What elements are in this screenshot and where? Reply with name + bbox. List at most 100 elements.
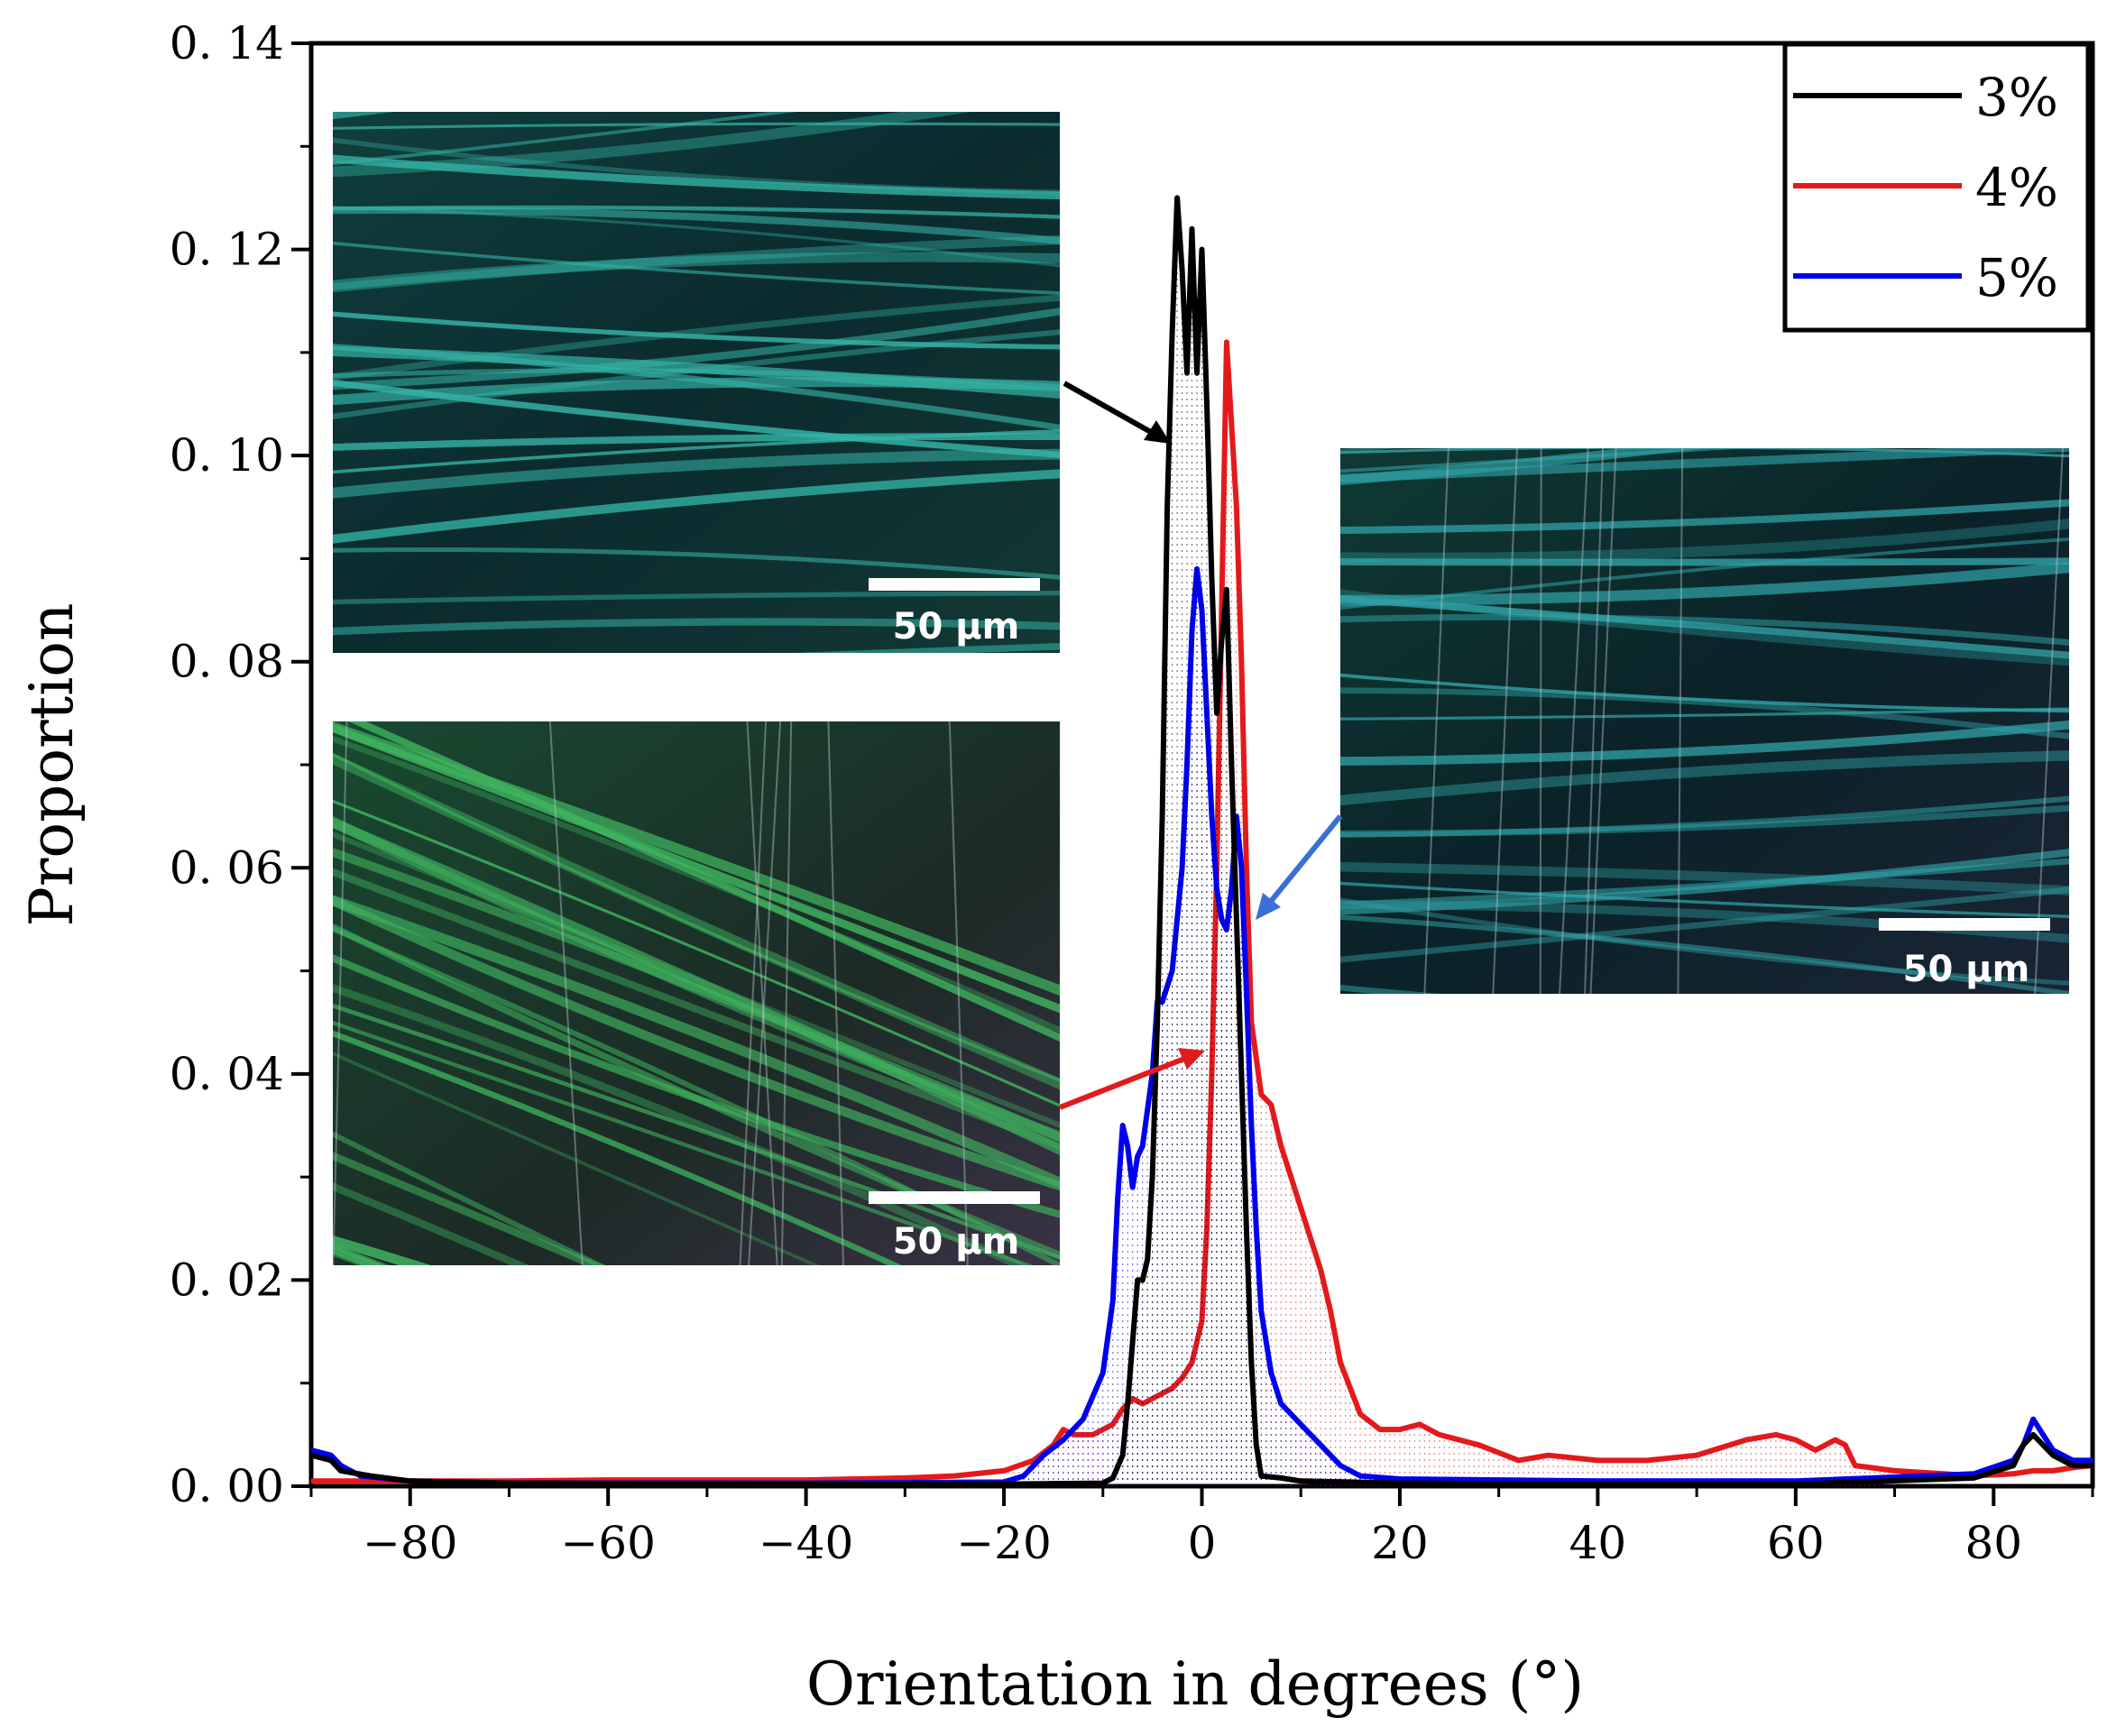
inset-micrograph-3: 50 µm <box>1331 356 2078 994</box>
x-tick-label: −80 <box>363 1517 458 1569</box>
fiber-strand <box>348 721 1060 1043</box>
fiber-strand <box>1340 881 2069 918</box>
fiber-cross <box>1677 448 1684 994</box>
fiber-strand <box>333 122 1060 130</box>
fiber-strand <box>794 643 1060 653</box>
fiber-strand <box>324 693 1069 707</box>
tick-labels: −80 −60 −40 −20 0 20 40 60 80 0. 00 0. 02 0. 04 0. 0… <box>170 17 2022 1569</box>
x-tick-label: 40 <box>1569 1517 1627 1569</box>
fiber-cross <box>1589 448 1617 994</box>
inset-micrograph-1: 50 µm <box>324 37 1069 707</box>
fiber-strand <box>1331 356 2078 403</box>
fiber-strand <box>1340 448 2069 483</box>
fiber-strand <box>1331 385 2078 397</box>
fiber-strand <box>1340 750 2069 806</box>
arrow-4pct-head <box>1178 1048 1205 1070</box>
inset-fibers <box>1331 356 2078 994</box>
fiber-strand <box>1340 595 2069 659</box>
fiber-strand <box>1340 848 2069 915</box>
series-line-5% <box>311 565 2093 1486</box>
fiber-strand <box>333 241 1060 295</box>
x-tick-label: −60 <box>560 1517 656 1569</box>
fiber-strand <box>1340 518 2069 564</box>
inset-fibers <box>324 721 1069 1626</box>
fiber-strand <box>333 1003 1060 1261</box>
axis-ticks <box>291 41 2094 1506</box>
y-tick-label: 0. 04 <box>170 1048 284 1100</box>
fiber-cross <box>748 721 782 1265</box>
fiber-strand <box>333 868 1060 1151</box>
fiber-strand <box>1340 861 2069 896</box>
y-axis-title: Proportion <box>17 602 87 926</box>
arrow-3pct <box>1063 381 1165 442</box>
fiber-strand <box>333 591 1060 605</box>
fiber-strand <box>333 235 1060 293</box>
arrow-3pct-head <box>1144 420 1171 444</box>
fiber-strand <box>324 71 1069 84</box>
fiber-strand <box>333 1247 382 1265</box>
x-tick-label: 60 <box>1767 1517 1825 1569</box>
x-tick-label: 20 <box>1371 1517 1429 1569</box>
fiber-cross <box>1492 448 1518 994</box>
fiber-strand <box>333 925 1060 1265</box>
scale-bar <box>1879 918 2050 931</box>
fiber-strand <box>333 752 1060 1082</box>
fiber-strand <box>333 984 1027 1265</box>
fiber-strand <box>1340 448 1738 473</box>
fiber-strand <box>333 207 1060 245</box>
fiber-cross <box>1559 448 1589 994</box>
arrow-4pct <box>1058 1054 1191 1110</box>
fiber-strand <box>333 896 1060 1191</box>
fiber-strand <box>333 112 797 166</box>
fiber-strand <box>333 735 1060 1033</box>
fiber-strand <box>333 815 1060 1143</box>
fiber-strand <box>333 308 1060 390</box>
fiber-cross <box>739 721 768 1265</box>
fiber-strand <box>1340 914 2069 994</box>
fiber-strand <box>333 206 1060 268</box>
fiber-strand <box>333 154 1060 200</box>
scale-bar-label: 50 µm <box>893 606 1020 648</box>
fiber-strand <box>1340 562 2069 606</box>
fiber-strand <box>333 112 394 120</box>
inset-micrograph-2: 50 µm <box>324 721 1069 1626</box>
fiber-strand <box>324 37 1069 62</box>
fiber-strand <box>333 1152 603 1265</box>
fiber-strand <box>1340 795 2069 838</box>
fiber-cross <box>1584 448 1605 994</box>
fiber-strand <box>333 547 1060 580</box>
fiber-strand <box>1340 499 2069 535</box>
series-layer <box>311 195 2093 1486</box>
fiber-strand <box>333 1020 1034 1265</box>
fiber-strand <box>333 379 1060 458</box>
inset-fibers <box>324 37 1069 707</box>
fiber-strand <box>1340 687 2069 739</box>
fiber-strand <box>333 252 1060 290</box>
y-tick-label: 0. 08 <box>170 636 284 688</box>
series-fill-0 <box>1117 197 1282 1486</box>
scale-bar-label: 50 µm <box>893 1221 1020 1263</box>
fiber-strand <box>1331 413 2078 426</box>
fiber-strand <box>333 448 1060 499</box>
series-line-3% <box>311 195 2093 1486</box>
fiber-strand <box>333 294 1060 381</box>
y-tick-label: 0. 06 <box>170 841 284 894</box>
legend-label-3pct: 3% <box>1975 67 2058 128</box>
scale-bar-label: 50 µm <box>1903 949 2030 990</box>
fiber-strand <box>333 1131 606 1265</box>
legend-label-4pct: 4% <box>1975 157 2058 218</box>
inset-images: 50 µm 50 µm 50 µm <box>324 37 2078 1626</box>
fiber-strand <box>333 311 1060 350</box>
fiber-cross <box>746 721 778 1265</box>
x-tick-label: 80 <box>1964 1517 2022 1569</box>
annotation-arrows <box>1058 381 1343 1110</box>
fiber-strand <box>333 618 1060 636</box>
fiber-cross <box>2034 448 2064 994</box>
fiber-strand <box>333 723 1060 1014</box>
fiber-cross <box>548 721 584 1265</box>
fiber-cross <box>827 721 844 1265</box>
x-axis-title: Orientation in degrees (°) <box>806 1649 1584 1719</box>
x-tick-label: −40 <box>759 1517 854 1569</box>
fiber-strand <box>333 799 1060 1107</box>
fiber-strand <box>324 1284 1069 1626</box>
